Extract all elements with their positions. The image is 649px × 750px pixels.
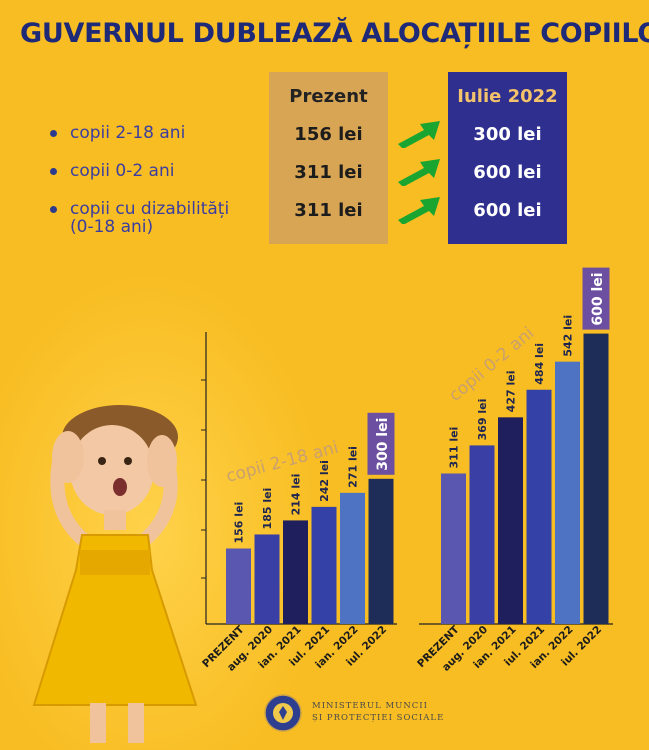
child-dress <box>32 534 198 706</box>
july-header: Iulie 2022 <box>457 86 558 107</box>
bar-2-18-4 <box>311 506 337 624</box>
bar-value-label: 156 lei <box>233 502 246 544</box>
child-mouth <box>113 478 127 496</box>
category-row-1: copii 2-18 ani <box>50 123 186 143</box>
arrow-right-icon <box>398 159 440 186</box>
bar-2-18-2 <box>254 534 280 624</box>
category-label-line2: (0-18 ani) <box>70 217 154 237</box>
child-leg <box>90 703 106 743</box>
bullet-icon <box>50 168 57 175</box>
present-value-row-2: 311 lei <box>294 162 363 183</box>
bar-value-label: 427 lei <box>505 371 518 413</box>
bar-0-2-5 <box>555 361 580 624</box>
july-value-row-3: 600 lei <box>473 200 542 221</box>
bar-value-label: 185 lei <box>261 488 274 530</box>
bar-value-label: 484 lei <box>533 343 546 385</box>
child-leg <box>128 703 144 743</box>
bar-value-label: 271 lei <box>347 446 360 488</box>
bar-0-2-4 <box>526 389 552 624</box>
bar-0-2-2 <box>469 445 495 624</box>
july-value-row-1: 300 lei <box>473 124 542 145</box>
bar-2-18-6 <box>368 478 394 624</box>
bar-2-18-3 <box>283 520 308 624</box>
child-eye <box>124 457 132 465</box>
category-label: copii 2-18 ani <box>70 123 186 143</box>
bullet-icon <box>50 130 57 137</box>
july-value-row-2: 600 lei <box>473 162 542 183</box>
ministry-name-line2: ȘI PROTECȚIEI SOCIALE <box>312 713 445 723</box>
bar-value-label: 542 lei <box>562 315 575 357</box>
july-column: Iulie 2022 300 lei 600 lei 600 lei <box>448 72 567 244</box>
category-row-2: copii 0-2 ani <box>50 161 175 181</box>
ministry-name-line1: MINISTERUL MUNCII <box>312 701 428 711</box>
bar-value-label: 300 lei <box>375 418 391 471</box>
bar-2-18-1 <box>226 548 251 624</box>
government-seal-icon <box>264 694 302 732</box>
child-photo <box>32 405 198 743</box>
page-title: GUVERNUL DUBLEAZĂ ALOCAȚIILE COPIILOR <box>20 18 649 49</box>
chart-0-2-title: copii 0-2 ani <box>445 323 538 405</box>
highlight-label-box <box>582 267 610 330</box>
present-value-row-1: 156 lei <box>294 124 363 145</box>
present-header: Prezent <box>289 86 368 107</box>
arrow-right-icon <box>398 197 440 224</box>
bar-0-2-6 <box>583 333 609 624</box>
highlight-label-box <box>367 412 395 475</box>
present-value-row-3: 311 lei <box>294 200 363 221</box>
bar-value-label: 242 lei <box>318 460 331 502</box>
bar-value-label: 311 lei <box>448 427 461 469</box>
bar-2-18-5 <box>340 492 365 624</box>
category-label: copii cu dizabilități <box>70 199 230 219</box>
category-label: copii 0-2 ani <box>70 161 175 181</box>
arrow-right-icon <box>398 121 440 148</box>
bar-0-2-1 <box>441 473 466 624</box>
category-row-3: copii cu dizabilități (0-18 ani) <box>50 199 230 237</box>
child-dress-smock <box>80 550 150 575</box>
bullet-icon <box>50 206 57 213</box>
bar-value-label: 214 lei <box>290 474 303 516</box>
child-neck <box>104 510 126 530</box>
bar-value-label: 369 lei <box>476 399 489 441</box>
present-column: Prezent 156 lei 311 lei 311 lei <box>269 72 388 244</box>
child-eye <box>98 457 106 465</box>
bar-0-2-3 <box>498 417 523 624</box>
bar-value-label: 600 lei <box>590 272 606 325</box>
child-face <box>70 425 154 515</box>
